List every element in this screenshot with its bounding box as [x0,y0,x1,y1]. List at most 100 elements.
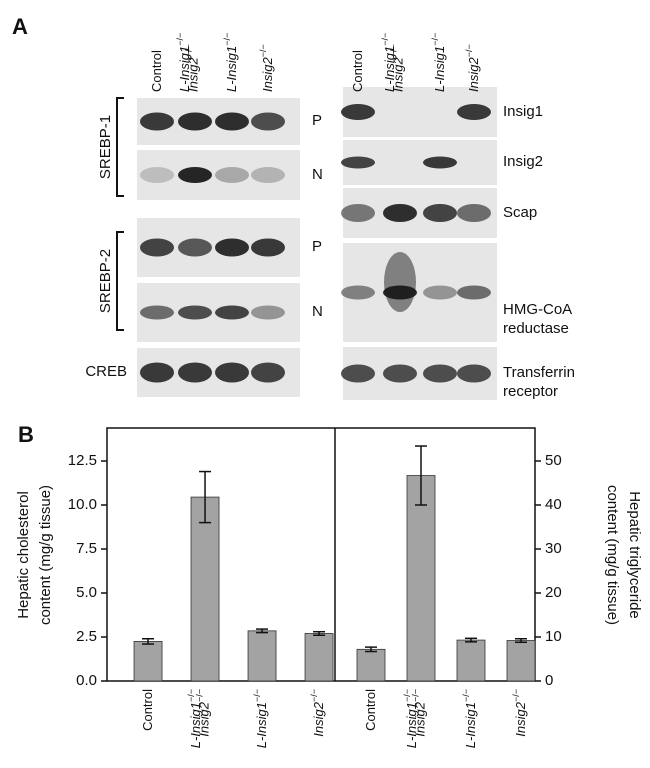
row-label: N [312,303,323,320]
blot-band [140,238,174,257]
y-tick-label: 40 [545,496,562,513]
blot-band [215,362,249,383]
blot-band [178,362,212,383]
blot-band [251,362,285,383]
blot-band [251,238,285,257]
blot-band [215,167,249,183]
x-tick-label: L-Insig1−/− [461,689,478,748]
bar [356,648,386,682]
blot-band [341,364,375,383]
blot-band [383,204,417,222]
y-tick-label: 0 [545,672,553,689]
bar [506,640,536,682]
bar [133,641,163,682]
x-label-group: L-Insig1−/−Insig2−/− [186,689,211,748]
blot-band [251,305,285,320]
x-tick-label: L-Insig1−/−Insig2−/− [402,689,427,748]
lane-label-group: Control [149,50,164,92]
lane-label: Control [350,50,365,92]
blot-band [178,167,212,183]
blot-band [457,364,491,383]
blot-band [457,104,491,120]
y-tick-label: 10.0 [68,496,97,513]
y-tick-label: 30 [545,540,562,557]
group-label: SREBP-2 [97,249,114,313]
axis-label-group: Hepatic cholesterol [15,491,32,619]
row-label: Scap [503,204,537,221]
y-tick-label: 50 [545,452,562,469]
blot-band [423,204,457,222]
bar [406,475,436,682]
lane-label: L-Insig1−/−Insig2−/− [175,33,200,92]
lane-label-group: L-Insig1−/− [430,33,447,92]
lane-label-group: Control [350,50,365,92]
blot-band [457,285,491,300]
blot-smear [384,252,416,312]
x-tick-label: Insig2−/− [511,689,528,737]
blot-band [178,112,212,131]
x-tick-label: L-Insig1−/−Insig2−/− [186,689,211,748]
lane-label-group: L-Insig1−/−Insig2−/− [175,33,200,92]
blot-band [178,305,212,320]
bar [190,496,220,682]
blot-band [423,285,457,300]
row-label: receptor [503,383,558,400]
row-label: Transferrin [503,364,575,381]
x-label-group: Insig2−/− [511,689,528,737]
row-label: Insig1 [503,103,543,120]
x-label-group: Control [140,689,155,731]
blot-band [341,104,375,120]
lane-label: Control [149,50,164,92]
axis-label-group: content (mg/g tissue) [604,485,621,625]
x-label-group: Control [363,689,378,731]
x-label-group: L-Insig1−/−Insig2−/− [402,689,427,748]
blot-panel [137,150,300,200]
group-label: SREBP-1 [97,115,114,179]
blot-band [140,112,174,131]
lane-label: L-Insig1−/− [222,33,239,92]
blot-band [251,112,285,131]
blot-band [140,362,174,383]
blot-band [383,364,417,383]
lane-label: L-Insig1−/−Insig2−/− [380,33,405,92]
y-tick-label: 0.0 [76,672,97,689]
y-tick-label: 10 [545,628,562,645]
lane-label: L-Insig1−/− [430,33,447,92]
y-tick-label: 12.5 [68,452,97,469]
x-tick-label: Control [140,689,155,731]
bar [456,639,486,682]
lane-label-group: Insig2−/− [464,44,481,92]
y-tick-label: 20 [545,584,562,601]
bar [247,630,277,682]
bracket [116,231,124,331]
lane-label: Insig2−/− [464,44,481,92]
y-tick-label: 2.5 [76,628,97,645]
axis-label: Hepatic triglyceride [626,491,643,619]
x-tick-label: Insig2−/− [309,689,326,737]
blot-band [341,285,375,300]
blot-band [423,364,457,383]
y-tick-label: 7.5 [76,540,97,557]
x-tick-label: L-Insig1−/− [252,689,269,748]
panel-label: B [18,422,34,447]
x-label-group: Insig2−/− [309,689,326,737]
blot-band [251,167,285,183]
lane-label: Insig2−/− [258,44,275,92]
bar [304,633,334,682]
row-label: P [312,112,322,129]
x-label-group: L-Insig1−/− [252,689,269,748]
blot-band [140,305,174,320]
blot-band [140,167,174,183]
blot-band [178,238,212,257]
bracket [116,97,124,197]
row-label: P [312,238,322,255]
x-label-group: L-Insig1−/− [461,689,478,748]
lane-label-group: L-Insig1−/− [222,33,239,92]
row-label: N [312,166,323,183]
blot-band [423,156,457,169]
y-tick-label: 5.0 [76,584,97,601]
blot-band [341,204,375,222]
row-label: CREB [85,363,127,380]
lane-label-group: Insig2−/− [258,44,275,92]
